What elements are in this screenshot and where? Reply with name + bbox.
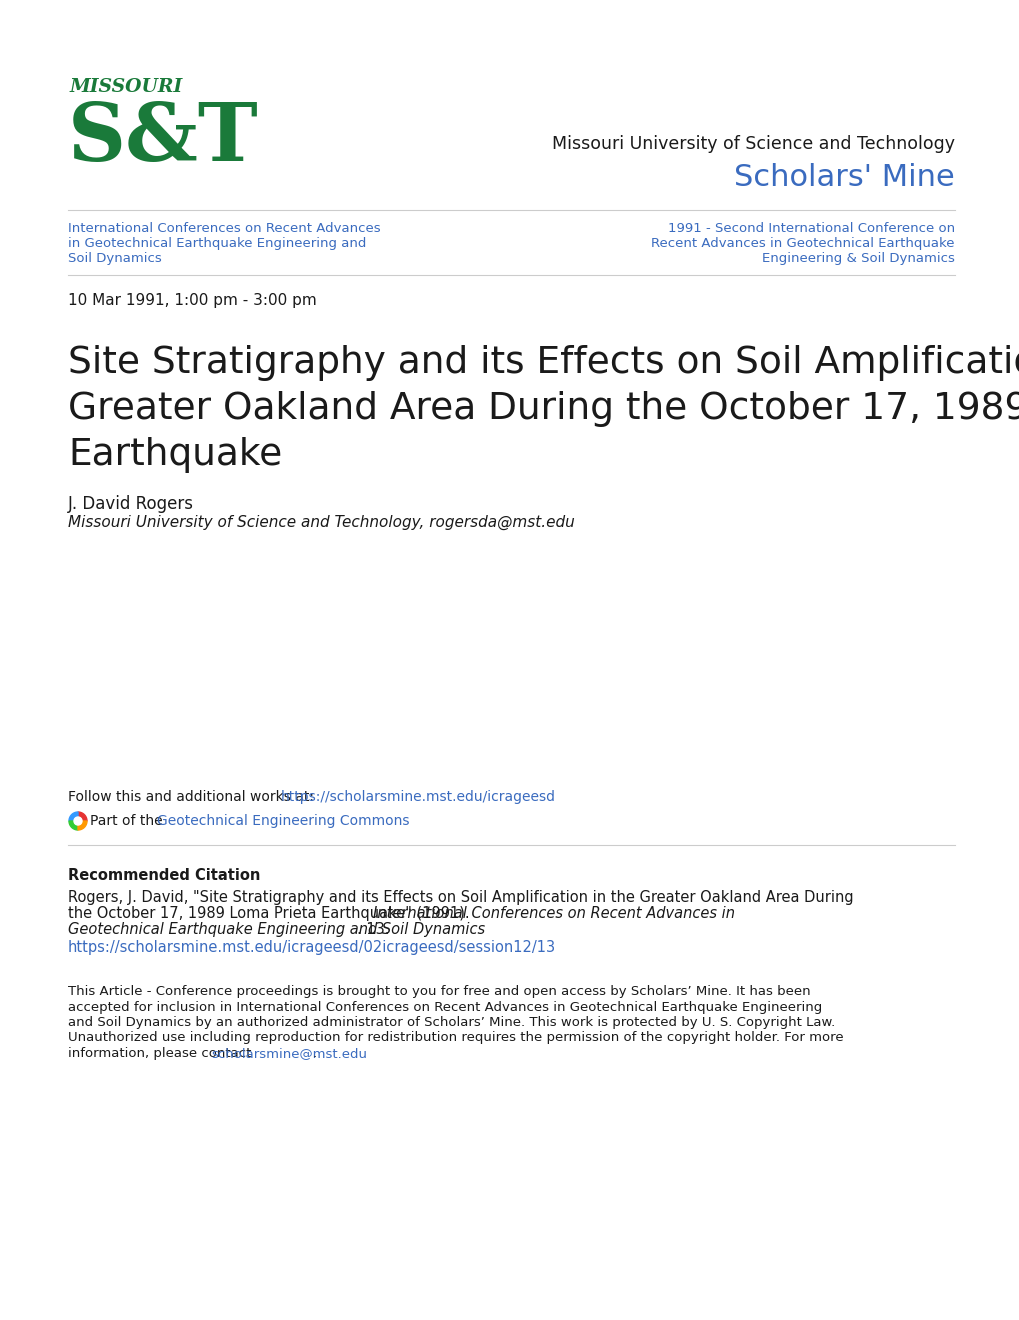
Text: Scholars' Mine: Scholars' Mine: [734, 162, 954, 191]
Text: Recent Advances in Geotechnical Earthquake: Recent Advances in Geotechnical Earthqua…: [651, 238, 954, 249]
Text: Engineering & Soil Dynamics: Engineering & Soil Dynamics: [761, 252, 954, 265]
Polygon shape: [77, 821, 87, 830]
Text: information, please contact: information, please contact: [68, 1047, 256, 1060]
Text: Site Stratigraphy and its Effects on Soil Amplification in the: Site Stratigraphy and its Effects on Soi…: [68, 345, 1019, 381]
Text: in Geotechnical Earthquake Engineering and: in Geotechnical Earthquake Engineering a…: [68, 238, 366, 249]
Text: . 13.: . 13.: [357, 921, 389, 937]
Text: Rogers, J. David, "Site Stratigraphy and its Effects on Soil Amplification in th: Rogers, J. David, "Site Stratigraphy and…: [68, 890, 853, 906]
Text: Geotechnical Engineering Commons: Geotechnical Engineering Commons: [157, 814, 409, 828]
Text: https://scholarsmine.mst.edu/icrageesd/02icrageesd/session12/13: https://scholarsmine.mst.edu/icrageesd/0…: [68, 940, 555, 954]
Polygon shape: [69, 812, 77, 821]
Text: 1991 - Second International Conference on: 1991 - Second International Conference o…: [667, 222, 954, 235]
Text: International Conferences on Recent Advances in: International Conferences on Recent Adva…: [372, 906, 734, 921]
Text: accepted for inclusion in International Conferences on Recent Advances in Geotec: accepted for inclusion in International …: [68, 1001, 821, 1014]
Text: Part of the: Part of the: [90, 814, 167, 828]
Text: https://scholarsmine.mst.edu/icrageesd: https://scholarsmine.mst.edu/icrageesd: [280, 789, 555, 804]
Text: MISSOURI: MISSOURI: [70, 78, 183, 96]
Text: Missouri University of Science and Technology, rogersda@mst.edu: Missouri University of Science and Techn…: [68, 515, 574, 531]
Text: Soil Dynamics: Soil Dynamics: [68, 252, 162, 265]
Text: .: .: [313, 1047, 317, 1060]
Text: Follow this and additional works at:: Follow this and additional works at:: [68, 789, 318, 804]
Text: the October 17, 1989 Loma Prieta Earthquake" (1991).: the October 17, 1989 Loma Prieta Earthqu…: [68, 906, 474, 921]
Text: scholarsmine@mst.edu: scholarsmine@mst.edu: [211, 1047, 367, 1060]
Polygon shape: [77, 812, 87, 821]
Circle shape: [74, 817, 82, 825]
Polygon shape: [69, 821, 77, 830]
Text: Geotechnical Earthquake Engineering and Soil Dynamics: Geotechnical Earthquake Engineering and …: [68, 921, 485, 937]
Text: and Soil Dynamics by an authorized administrator of Scholars’ Mine. This work is: and Soil Dynamics by an authorized admin…: [68, 1016, 835, 1030]
Text: International Conferences on Recent Advances: International Conferences on Recent Adva…: [68, 222, 380, 235]
Text: S&T: S&T: [68, 100, 259, 178]
Text: Missouri University of Science and Technology: Missouri University of Science and Techn…: [551, 135, 954, 153]
Text: This Article - Conference proceedings is brought to you for free and open access: This Article - Conference proceedings is…: [68, 985, 810, 998]
Text: Earthquake: Earthquake: [68, 437, 282, 473]
Text: Greater Oakland Area During the October 17, 1989 Loma Prieta: Greater Oakland Area During the October …: [68, 391, 1019, 426]
Text: 10 Mar 1991, 1:00 pm - 3:00 pm: 10 Mar 1991, 1:00 pm - 3:00 pm: [68, 293, 317, 308]
Text: J. David Rogers: J. David Rogers: [68, 495, 194, 513]
Text: Unauthorized use including reproduction for redistribution requires the permissi: Unauthorized use including reproduction …: [68, 1031, 843, 1044]
Text: Recommended Citation: Recommended Citation: [68, 869, 260, 883]
